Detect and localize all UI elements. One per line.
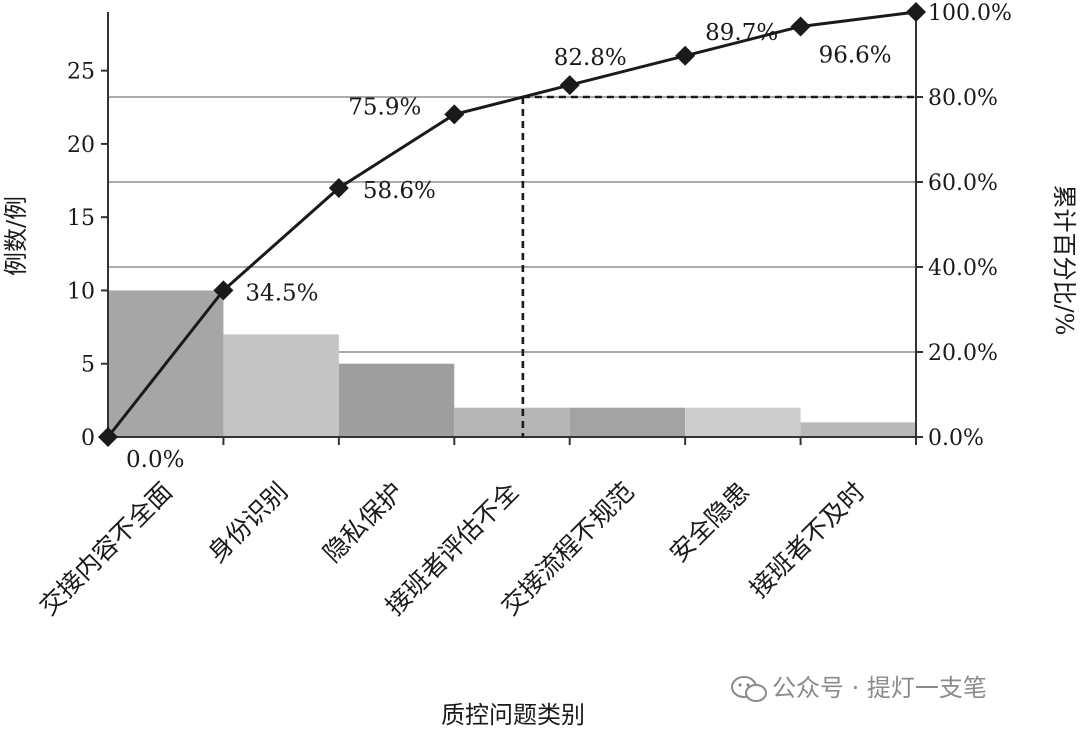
cumulative-marker — [213, 280, 234, 301]
cumulative-polyline — [106, 10, 917, 438]
category-label: 隐私保护 — [318, 477, 409, 568]
cumulative-marker — [906, 2, 926, 22]
axes — [101, 11, 923, 445]
bar — [338, 363, 455, 437]
cumulative-marker — [559, 75, 580, 96]
watermark: 公众号 · 提灯一支笔 — [731, 674, 987, 702]
y-axis-right-title: 累计百分比/% — [1050, 185, 1078, 336]
bar — [454, 407, 570, 437]
category-label: 身份识别 — [202, 477, 293, 568]
bar — [685, 407, 801, 437]
category-label: 交接内容不全面 — [34, 477, 178, 621]
cumulative-label: 58.6% — [363, 178, 436, 204]
cumulative-marker — [444, 104, 465, 125]
cumulative-label: 82.8% — [554, 45, 627, 71]
y-tick-label-left: 25 — [67, 60, 95, 85]
cumulative-label: 96.6% — [819, 42, 892, 68]
y-axis-left-title: 例数/例 — [2, 196, 30, 276]
cumulative-marker — [98, 427, 118, 447]
cumulative-marker — [790, 16, 811, 37]
category-label: 安全隐患 — [664, 477, 755, 568]
cumulative-label: 89.7% — [705, 20, 778, 46]
y-tick-label-right: 20.0% — [928, 341, 998, 366]
bar — [569, 407, 686, 437]
y-tick-label-right: 100.0% — [928, 1, 1012, 26]
watermark-text: 公众号 · 提灯一支笔 — [772, 674, 987, 702]
y-tick-label-left: 0 — [81, 426, 95, 451]
cumulative-marker — [328, 177, 349, 198]
wechat-icon — [731, 676, 767, 702]
tick-labels: 0 5 10 15 20 25 0.0% 20.0% 40.0% 60.0% 80.0% 100.0% — [67, 1, 1012, 451]
y-tick-label-right: 60.0% — [928, 171, 998, 196]
y-tick-label-left: 20 — [67, 133, 95, 158]
cumulative-marker — [675, 45, 696, 66]
cumulative-label: 0.0% — [126, 447, 184, 473]
cumulative-label: 75.9% — [348, 94, 421, 120]
bars — [108, 290, 916, 437]
grid-lines — [108, 96, 916, 353]
category-label: 接班者不及时 — [744, 477, 871, 604]
y-tick-label-right: 40.0% — [928, 256, 998, 281]
bar — [800, 422, 916, 437]
cumulative-line — [98, 2, 926, 447]
threshold-80-lines — [521, 95, 916, 437]
y-tick-label-right: 0.0% — [928, 426, 984, 451]
data-labels: 0.0% 34.5% 58.6% 75.9% 82.8% 89.7% 96.6% — [126, 20, 892, 473]
y-tick-label-left: 5 — [81, 353, 95, 378]
x-axis-title: 质控问题类别 — [441, 701, 585, 729]
y-tick-label-right: 80.0% — [928, 86, 998, 111]
cumulative-label: 34.5% — [245, 280, 318, 306]
y-tick-label-left: 10 — [67, 279, 95, 304]
bar — [223, 334, 339, 437]
y-tick-label-left: 15 — [67, 206, 95, 231]
